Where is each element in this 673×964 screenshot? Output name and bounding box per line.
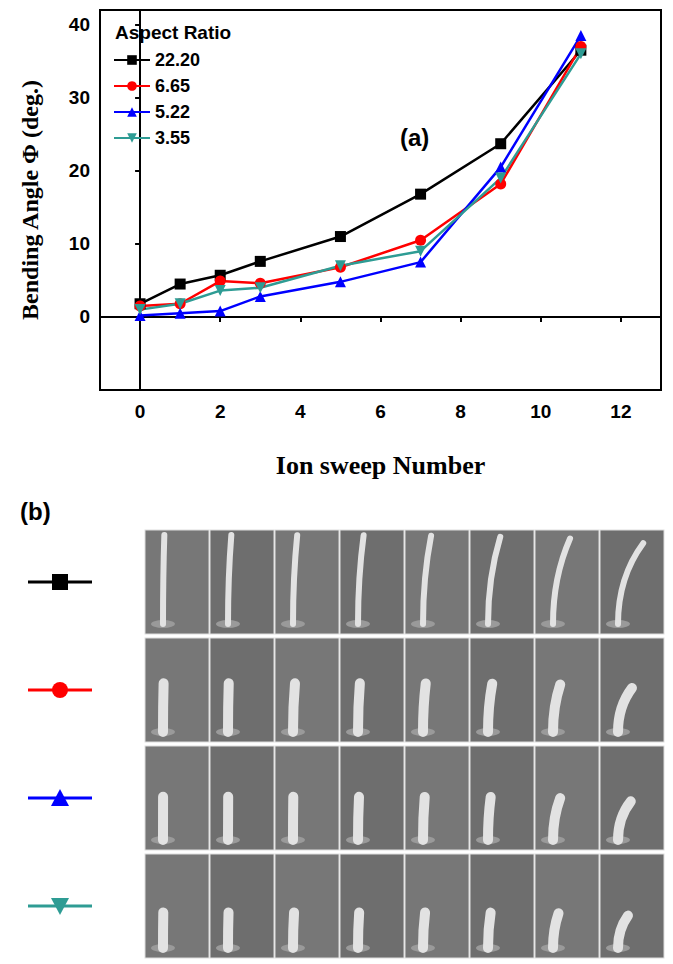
svg-text:40: 40	[69, 14, 90, 35]
svg-text:5.22: 5.22	[155, 102, 190, 122]
svg-text:2: 2	[215, 401, 226, 422]
svg-text:0: 0	[79, 306, 90, 327]
svg-text:0: 0	[135, 401, 146, 422]
svg-text:(b): (b)	[20, 498, 51, 525]
svg-text:30: 30	[69, 87, 90, 108]
svg-text:4: 4	[295, 401, 306, 422]
svg-text:10: 10	[69, 233, 90, 254]
svg-text:Bending Angle Φ (deg.): Bending Angle Φ (deg.)	[17, 80, 43, 320]
svg-text:(a): (a)	[400, 124, 429, 151]
svg-text:20: 20	[69, 160, 90, 181]
svg-text:6.65: 6.65	[155, 76, 190, 96]
svg-text:10: 10	[530, 401, 551, 422]
svg-text:12: 12	[610, 401, 631, 422]
svg-text:22.20: 22.20	[155, 50, 200, 70]
svg-text:6: 6	[375, 401, 386, 422]
svg-text:3.55: 3.55	[155, 128, 190, 148]
svg-text:8: 8	[455, 401, 466, 422]
svg-text:Ion sweep Number: Ion sweep Number	[276, 451, 485, 480]
svg-text:Aspect Ratio: Aspect Ratio	[115, 22, 231, 43]
